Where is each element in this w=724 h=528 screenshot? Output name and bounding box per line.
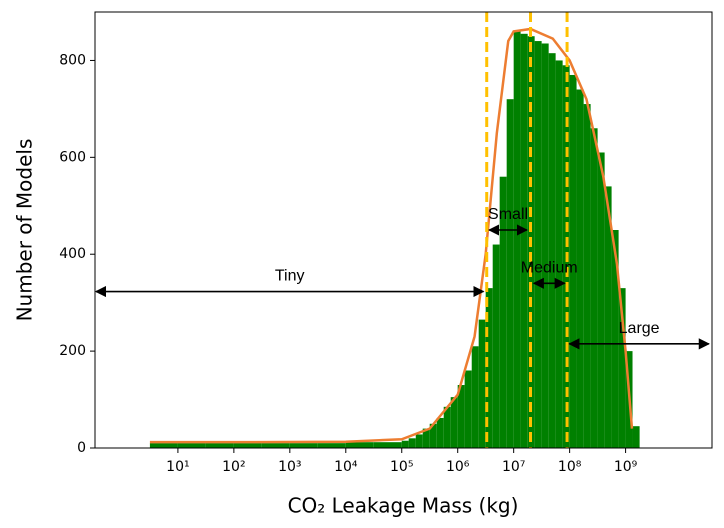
histogram-bar [443, 406, 451, 448]
histogram-bar [415, 434, 423, 448]
x-tick-label: 10¹ [166, 459, 189, 475]
x-tick-label: 10⁸ [558, 459, 582, 475]
histogram-bar [499, 176, 507, 448]
histogram-bar [408, 438, 416, 448]
x-tick-label: 10⁶ [446, 459, 470, 475]
histogram-bar [534, 41, 542, 449]
histogram-bar [492, 244, 500, 448]
annotation-label: Large [619, 320, 660, 337]
histogram-bar [289, 443, 318, 448]
histogram-bar [373, 442, 402, 448]
histogram-bar [513, 31, 521, 448]
histogram-bar [478, 319, 486, 448]
histogram-bar [345, 442, 374, 448]
histogram-bar [205, 443, 234, 448]
histogram-bar [576, 89, 584, 448]
histogram-bar [457, 385, 465, 448]
y-tick-label: 400 [59, 246, 86, 262]
plot-frame [94, 11, 713, 449]
histogram-bar [548, 53, 556, 449]
histogram-bar [261, 443, 290, 448]
x-tick-label: 10⁹ [614, 459, 638, 475]
histogram-bar [583, 104, 591, 449]
annotation-label: Small [488, 206, 528, 223]
histogram-bar [597, 152, 605, 448]
histogram-bar [436, 417, 444, 448]
histogram-bar [555, 60, 563, 448]
y-tick-label: 0 [77, 440, 86, 456]
annotation-label: Medium [521, 260, 578, 277]
x-tick-label: 10⁴ [334, 459, 358, 475]
histogram-bar [520, 33, 528, 449]
x-tick-label: 10² [222, 459, 245, 475]
histogram-bar [233, 443, 262, 448]
histogram-bar [422, 428, 430, 448]
y-axis-label: Number of Models [13, 139, 37, 322]
fit-curve [149, 27, 634, 444]
histogram-bar [317, 443, 346, 448]
annotation-label: Tiny [275, 268, 305, 285]
x-axis-label: CO₂ Leakage Mass (kg) [288, 494, 519, 518]
x-tick-label: 10⁵ [390, 459, 413, 475]
histogram-bar [506, 99, 514, 448]
histogram-bar [464, 370, 472, 448]
histogram-bar [471, 346, 479, 448]
y-tick-label: 600 [59, 149, 86, 165]
histogram-bar [429, 423, 437, 448]
histogram-bar [485, 288, 493, 448]
histogram-bar [590, 128, 598, 448]
histogram-bar [177, 443, 206, 448]
histogram-bar [604, 186, 612, 448]
histogram-bar [450, 397, 458, 448]
histogram-bar [401, 440, 409, 448]
histogram-bar [618, 288, 626, 448]
y-tick-label: 200 [59, 343, 86, 359]
histogram-bar [149, 443, 178, 448]
histogram-bar [541, 43, 549, 448]
x-tick-label: 10⁷ [502, 459, 525, 475]
histogram-bar [632, 426, 640, 448]
x-tick-label: 10³ [278, 459, 301, 475]
y-tick-label: 800 [59, 52, 86, 68]
histogram-bar [569, 74, 577, 448]
